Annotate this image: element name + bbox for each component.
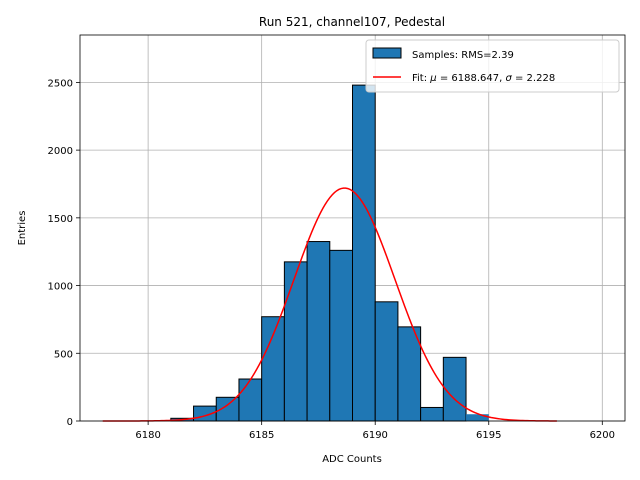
histogram-bar [283, 261, 308, 422]
legend-samples-swatch [372, 47, 402, 59]
histogram-bar [374, 301, 399, 422]
y-tick-label: 500 [54, 349, 73, 360]
histogram-bar [238, 378, 263, 422]
x-tick-label: 6195 [476, 430, 501, 441]
plot-frame [79, 34, 626, 422]
x-tick-label: 6185 [249, 430, 274, 441]
y-tick-label: 2500 [48, 78, 73, 89]
histogram-bar [442, 356, 467, 422]
y-axis-ticks: 0 500 1000 1500 2000 2500 [48, 78, 80, 428]
histogram-bar [306, 241, 331, 422]
x-axis-ticks: 6180 6185 6190 6195 6200 [135, 421, 615, 441]
chart-title: Run 521, channel107, Pedestal [259, 15, 445, 29]
histogram-bar [397, 326, 422, 422]
x-axis-label: ADC Counts [322, 454, 382, 465]
legend-box [365, 39, 620, 93]
y-tick-label: 1000 [48, 282, 73, 293]
x-tick-label: 6190 [362, 430, 387, 441]
histogram-bar [466, 414, 489, 421]
histogram-bars [170, 84, 489, 422]
y-tick-label: 0 [67, 417, 73, 428]
histogram-bar [420, 406, 444, 422]
y-tick-label: 1500 [48, 214, 73, 225]
y-axis-label: Entries [17, 211, 28, 246]
legend-fit-label: Fit: μ = 6188.647, σ = 2.228 [412, 73, 555, 84]
histogram-bar [329, 249, 353, 422]
histogram-bar [261, 316, 285, 422]
histogram-bar [352, 84, 376, 422]
legend-samples-label: Samples: RMS=2.39 [412, 50, 514, 61]
legend: Samples: RMS=2.39 Fit: μ = 6188.647, σ =… [365, 39, 620, 93]
x-tick-label: 6200 [590, 430, 615, 441]
y-tick-label: 2000 [48, 146, 73, 157]
x-tick-label: 6180 [135, 430, 160, 441]
fit-curve [102, 187, 557, 422]
